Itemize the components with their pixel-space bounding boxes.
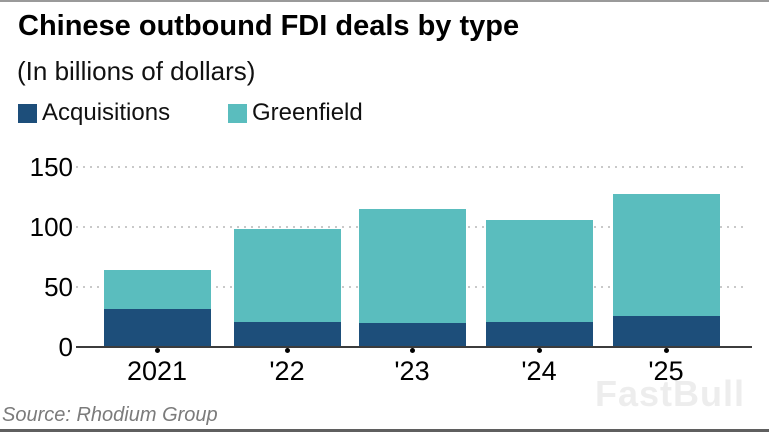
acquisitions-swatch-icon bbox=[18, 103, 37, 123]
x-axis-line bbox=[76, 346, 752, 348]
x-axis-tick-label: '25 bbox=[648, 356, 684, 386]
x-axis-tick-label: '22 bbox=[269, 356, 305, 386]
y-axis-tick-label: 0 bbox=[58, 332, 73, 362]
chart-subtitle: (In billions of dollars) bbox=[17, 56, 256, 86]
bar-segment-greenfield-25 bbox=[612, 194, 720, 316]
x-axis-tick-dot bbox=[284, 348, 290, 353]
y-axis-tick-label: 150 bbox=[29, 151, 73, 182]
x-axis-tick-dot bbox=[663, 348, 669, 353]
y-axis-tick-label: 50 bbox=[44, 271, 73, 302]
x-axis-tick-dot bbox=[409, 348, 415, 353]
x-axis-tick-dot bbox=[536, 348, 542, 353]
x-axis-tick-label: '23 bbox=[394, 356, 430, 386]
bar-segment-greenfield-2021 bbox=[103, 270, 211, 309]
legend: Acquisitions Greenfield bbox=[0, 99, 769, 126]
greenfield-swatch-icon bbox=[228, 103, 247, 123]
gridline-150 bbox=[76, 165, 748, 168]
bar-segment-acquisitions-22 bbox=[233, 321, 341, 347]
legend-label-greenfield: Greenfield bbox=[252, 99, 363, 126]
x-axis-tick-label: '24 bbox=[521, 356, 557, 386]
chart-title: Chinese outbound FDI deals by type bbox=[18, 10, 520, 42]
bar-segment-greenfield-24 bbox=[485, 219, 593, 322]
bar-segment-greenfield-22 bbox=[233, 229, 341, 322]
bar-segment-acquisitions-23 bbox=[358, 322, 466, 347]
legend-item-acquisitions: Acquisitions bbox=[18, 99, 171, 126]
card-bottom-border bbox=[0, 429, 769, 432]
bar-segment-greenfield-23 bbox=[358, 208, 466, 323]
card-top-border bbox=[0, 0, 769, 2]
x-axis-tick-dot bbox=[154, 348, 160, 353]
y-axis-tick-label: 100 bbox=[29, 211, 73, 242]
x-axis-tick-label: 2021 bbox=[126, 356, 188, 386]
legend-label-acquisitions: Acquisitions bbox=[42, 99, 171, 126]
bar-segment-acquisitions-24 bbox=[485, 321, 593, 347]
legend-item-greenfield: Greenfield bbox=[228, 99, 363, 126]
watermark: FastBull bbox=[594, 373, 745, 414]
bar-segment-acquisitions-25 bbox=[612, 315, 720, 347]
bar-segment-acquisitions-2021 bbox=[103, 308, 211, 347]
source-text: Source: Rhodium Group bbox=[2, 404, 218, 426]
